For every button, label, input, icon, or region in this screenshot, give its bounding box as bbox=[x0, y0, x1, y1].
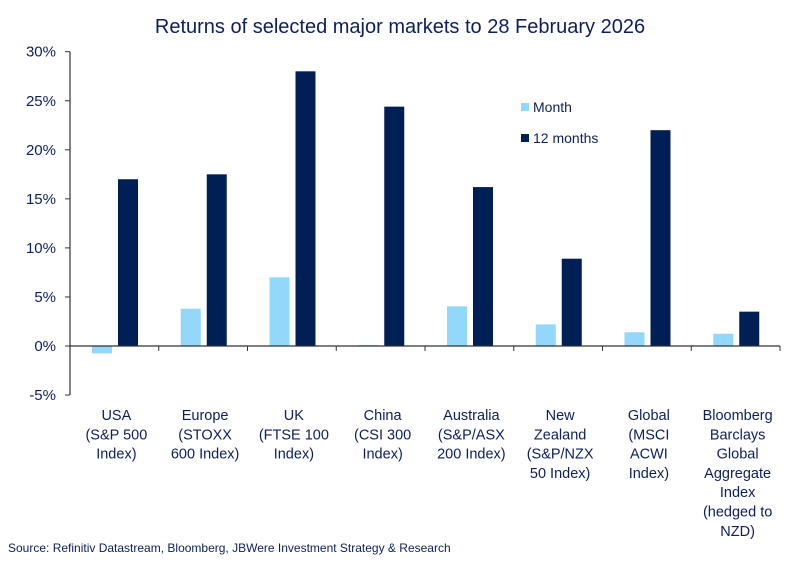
y-tick-label: 15% bbox=[26, 191, 56, 208]
bar-month bbox=[713, 333, 734, 346]
bar-12-months bbox=[384, 106, 405, 346]
y-tick-label: 0% bbox=[34, 338, 56, 355]
x-category-label-line: (FTSE 100 bbox=[259, 427, 329, 443]
x-category-label-line: 200 Index) bbox=[437, 447, 506, 463]
x-category-label-line: Zealand bbox=[534, 427, 586, 443]
x-category-label-line: ACWI bbox=[630, 447, 668, 463]
x-category-label-line: Aggregate bbox=[704, 466, 771, 482]
x-category-label-line: (CSI 300 bbox=[354, 427, 411, 443]
legend-label: Month bbox=[533, 99, 572, 115]
x-category-label: Bloomberg Barclays Global Aggregate Index (he… bbox=[703, 408, 773, 540]
x-category-label-line: NZD) bbox=[720, 524, 755, 540]
x-category-label: China (CSI 300 Index) bbox=[354, 408, 411, 463]
bar-month bbox=[624, 332, 645, 346]
x-category-label-line: Bloomberg bbox=[703, 408, 773, 424]
x-category-label-line: Index) bbox=[362, 447, 402, 463]
bar-12-months bbox=[473, 187, 493, 346]
bar-month bbox=[535, 324, 556, 346]
chart-title: Returns of selected major markets to 28 … bbox=[155, 16, 645, 38]
bar-12-months bbox=[561, 258, 582, 346]
bar-12-months bbox=[118, 179, 138, 346]
y-tick-label: 30% bbox=[26, 44, 56, 61]
x-category-label-line: (S&P 500 bbox=[85, 427, 147, 443]
x-category-label-line: (hedged to bbox=[703, 505, 772, 521]
x-category-label-line: USA bbox=[101, 408, 131, 424]
x-category-label-line: Index bbox=[720, 485, 756, 501]
x-category-label-line: Barclays bbox=[710, 427, 766, 443]
x-category-label-line: New bbox=[546, 408, 576, 424]
x-category-label: USA (S&P 500 Index) bbox=[85, 408, 147, 463]
x-axis: USA (S&P 500 Index) Europe (STOXX 600 Index) U… bbox=[70, 345, 781, 540]
y-tick-label: 20% bbox=[26, 142, 56, 159]
bar-12-months bbox=[206, 174, 227, 346]
bar-month bbox=[447, 306, 467, 346]
x-category-label: Global (MSCI ACWI Index) bbox=[628, 408, 670, 482]
x-category-label-line: Australia bbox=[443, 408, 500, 424]
x-category-label: Australia (S&P/ASX 200 Index) bbox=[437, 408, 506, 463]
x-category-label-line: 600 Index) bbox=[171, 447, 240, 463]
bar-12-months bbox=[739, 311, 760, 346]
x-category-label: UK (FTSE 100 Index) bbox=[259, 408, 329, 463]
x-category-label-line: Index) bbox=[96, 447, 136, 463]
x-category-label-line: (S&P/ASX bbox=[438, 427, 505, 443]
x-category-label-line: China bbox=[364, 408, 403, 424]
legend-label: 12 months bbox=[533, 130, 598, 146]
x-category-label: New Zealand (S&P/NZX 50 Index) bbox=[527, 408, 594, 482]
bar-month bbox=[92, 346, 112, 354]
y-tick-label: 10% bbox=[26, 240, 56, 257]
source-note: Source: Refinitiv Datastream, Bloomberg,… bbox=[8, 541, 451, 555]
x-category-label-line: UK bbox=[284, 408, 304, 424]
y-axis: 30% 25% 20% 15% 10% 5% 0% -5% bbox=[26, 44, 71, 404]
x-category-label-line: Europe bbox=[182, 408, 229, 424]
x-category-label-line: Global bbox=[717, 447, 759, 463]
legend-swatch bbox=[521, 103, 529, 111]
bar-12-months bbox=[295, 71, 316, 346]
x-category-label-line: (S&P/NZX bbox=[527, 447, 594, 463]
x-category-label-line: (STOXX bbox=[178, 427, 232, 443]
legend: Month 12 months bbox=[521, 99, 598, 146]
x-category-label-line: Index) bbox=[629, 466, 669, 482]
x-category-label-line: Index) bbox=[274, 447, 314, 463]
x-category-label-line: Global bbox=[628, 408, 670, 424]
legend-swatch bbox=[521, 134, 529, 142]
x-category-label: Europe (STOXX 600 Index) bbox=[171, 408, 240, 463]
x-category-label-line: 50 Index) bbox=[530, 466, 590, 482]
y-tick-label: -5% bbox=[29, 387, 56, 404]
bars bbox=[92, 71, 760, 354]
x-category-label-line: (MSCI bbox=[628, 427, 669, 443]
bar-month bbox=[269, 277, 290, 346]
bar-month bbox=[180, 308, 201, 346]
y-tick-label: 5% bbox=[34, 289, 56, 306]
y-tick-label: 25% bbox=[26, 93, 56, 110]
bar-12-months bbox=[650, 130, 671, 346]
